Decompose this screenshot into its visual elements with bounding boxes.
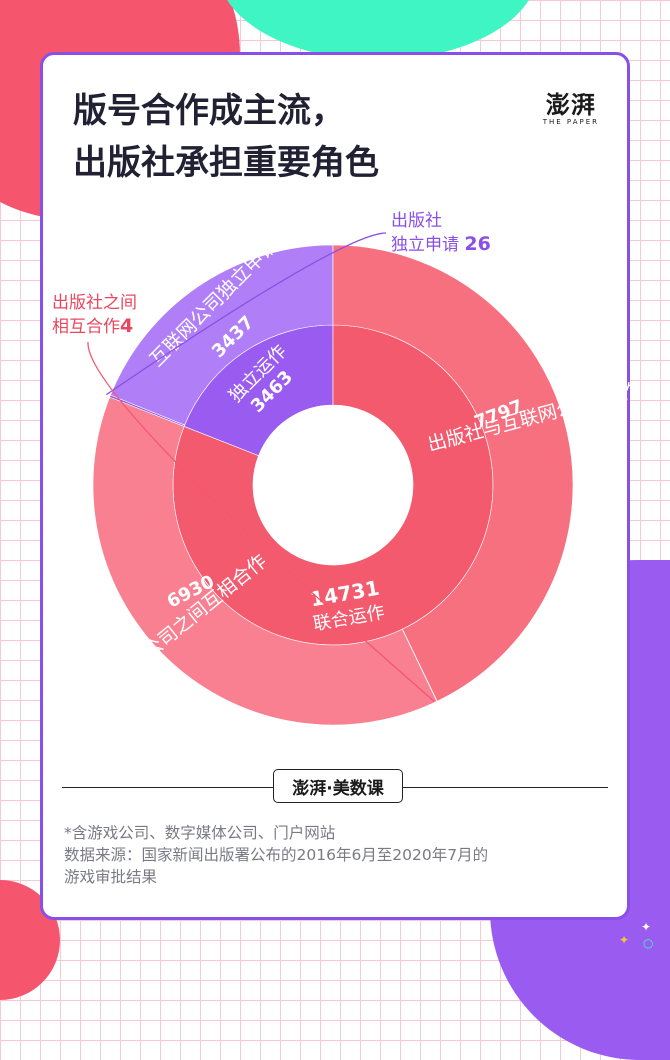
footnote-line: 游戏审批结果 — [64, 868, 158, 886]
annotation-line-2: 相互合作 — [52, 317, 120, 337]
footnotes: *含游戏公司、数字媒体公司、门户网站 数据来源：国家新闻出版署公布的2016年6… — [64, 822, 488, 888]
title-line-1: 版号合作成主流， — [73, 91, 345, 131]
annotation-value: 26 — [464, 233, 491, 255]
title-line-2: 出版社承担重要角色 — [73, 143, 379, 183]
footer-suffix: ·美数课 — [326, 778, 384, 799]
annotation-value: 4 — [120, 315, 134, 337]
footnote-line: *含游戏公司、数字媒体公司、门户网站 — [64, 824, 336, 842]
annotation-arrows — [87, 232, 435, 702]
sparkle-icon: ✦ — [619, 933, 630, 947]
outer-segment — [92, 396, 438, 726]
brand-logo: 澎湃 THE PAPER — [543, 85, 599, 126]
annotation-publisher-independent: 出版社 独立申请 26 — [391, 210, 491, 257]
segment-layer — [92, 244, 574, 726]
annotation-line-2: 独立申请 — [391, 235, 459, 255]
chart-title: 版号合作成主流， 出版社承担重要角色 — [73, 85, 379, 189]
arrow-publisher-independent — [105, 232, 387, 396]
brand-logo-text: 澎湃 — [545, 90, 596, 119]
annotation-publisher-mutual: 出版社之间 相互合作4 — [52, 292, 137, 339]
sunburst-chart: 独立运作346314731联合运作互联网公司独立申请3437出版社与互联网公司*… — [87, 232, 574, 726]
footer-brand-badge: 澎湃 ·美数课 — [273, 769, 403, 803]
ring-icon: ○ — [643, 936, 654, 950]
footer-logo: 澎湃 — [292, 778, 327, 799]
annotation-line-1: 出版社 — [391, 211, 442, 231]
annotation-line-1: 出版社之间 — [52, 293, 137, 313]
footnote-line: 数据来源：国家新闻出版署公布的2016年6月至2020年7月的 — [64, 846, 489, 864]
center-hole — [253, 405, 413, 565]
arrow-publisher-mutual — [87, 341, 435, 702]
outer-segment — [332, 244, 574, 702]
sparkle-icon: ✦ — [641, 920, 652, 934]
brand-logo-sub: THE PAPER — [542, 118, 599, 126]
